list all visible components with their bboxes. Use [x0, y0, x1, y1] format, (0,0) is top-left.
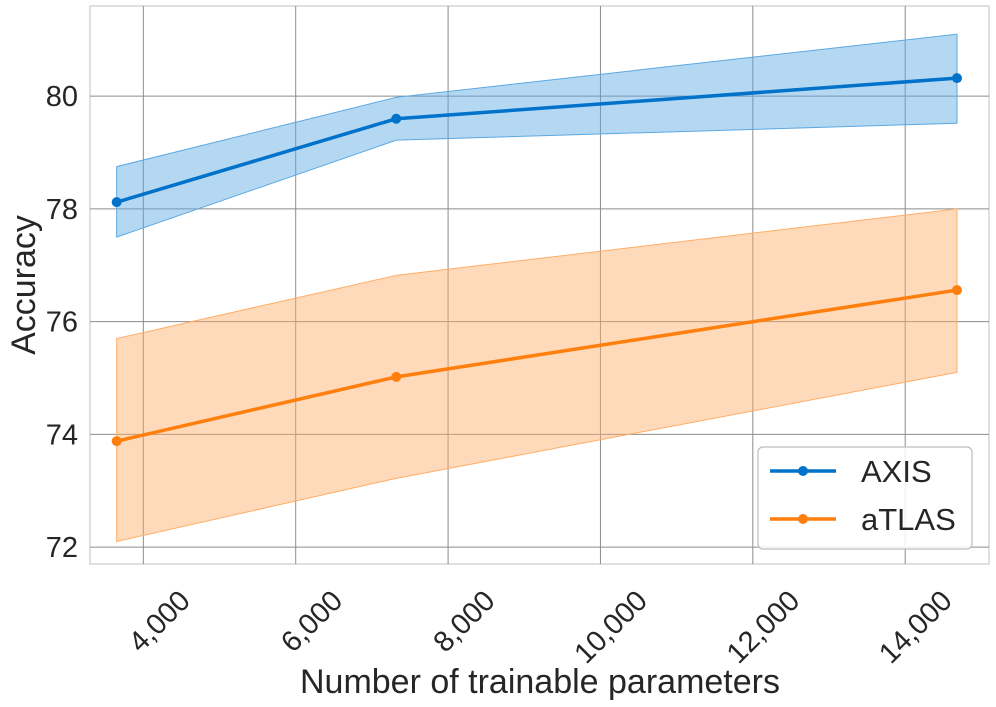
y-axis-label: Accuracy	[5, 215, 43, 355]
data-point-atlas	[952, 285, 963, 296]
data-point-axis	[391, 113, 402, 124]
legend-label-axis: AXIS	[861, 454, 932, 489]
y-tick-label: 74	[46, 419, 78, 451]
x-axis-label: Number of trainable parameters	[300, 663, 780, 701]
confidence-band-atlas	[116, 208, 958, 543]
y-tick-label: 76	[46, 307, 78, 339]
legend-marker-axis	[798, 466, 808, 476]
y-tick-label: 80	[46, 81, 78, 113]
series-points	[111, 73, 963, 447]
x-tick-label: 4,000	[123, 585, 197, 659]
x-tick-label: 14,000	[873, 585, 958, 670]
data-point-atlas	[111, 436, 122, 447]
confidence-band-axis	[116, 33, 958, 238]
confidence-bands	[116, 33, 958, 543]
y-tick-label: 72	[46, 532, 78, 564]
x-tick-label: 10,000	[569, 585, 654, 670]
y-tick-label: 78	[46, 194, 78, 226]
legend: AXIS aTLAS	[757, 446, 973, 550]
data-point-axis	[111, 197, 122, 208]
data-point-atlas	[391, 371, 402, 382]
y-tick-labels: 72 74 76 78 80	[46, 81, 78, 564]
x-tick-label: 12,000	[721, 585, 806, 670]
legend-label-atlas: aTLAS	[861, 502, 956, 537]
legend-marker-atlas	[798, 514, 808, 524]
data-point-axis	[952, 73, 963, 84]
x-tick-label: 6,000	[275, 585, 349, 659]
x-tick-label: 8,000	[428, 585, 502, 659]
x-tick-labels: 4,000 6,000 8,000 10,000 12,000 14,000	[123, 585, 959, 670]
